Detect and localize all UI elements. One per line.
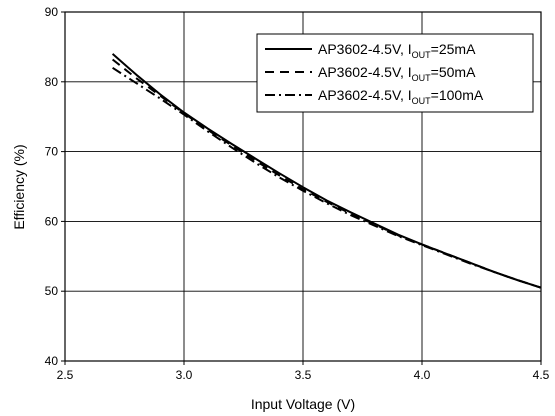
- y-tick-label: 50: [45, 284, 59, 298]
- x-tick-label: 4.0: [414, 368, 431, 382]
- series-line-3: [112, 66, 542, 289]
- x-tick-label: 3.0: [176, 368, 193, 382]
- y-tick-label: 90: [45, 5, 59, 19]
- x-axis-label: Input Voltage (V): [251, 396, 355, 412]
- legend-label-1: AP3602-4.5V, IOUT=25mA: [318, 41, 476, 60]
- y-axis-label: Efficiency (%): [11, 144, 27, 229]
- y-tick-label: 40: [45, 354, 59, 368]
- x-tick-label: 4.5: [533, 368, 550, 382]
- x-tick-label: 3.5: [295, 368, 312, 382]
- legend-label-3: AP3602-4.5V, IOUT=100mA: [318, 87, 484, 106]
- y-tick-label: 60: [45, 214, 59, 228]
- series-lines: [111, 53, 542, 289]
- y-tick-label: 70: [45, 145, 59, 159]
- axis-ticks: 2.5 3.0 3.5 4.0 4.5 40 50 60 70 80 90: [45, 5, 550, 382]
- y-tick-label: 80: [45, 75, 59, 89]
- legend: AP3602-4.5V, IOUT=25mA AP3602-4.5V, IOUT=…: [256, 33, 534, 113]
- x-tick-label: 2.5: [57, 368, 74, 382]
- legend-label-2: AP3602-4.5V, IOUT=50mA: [318, 64, 476, 83]
